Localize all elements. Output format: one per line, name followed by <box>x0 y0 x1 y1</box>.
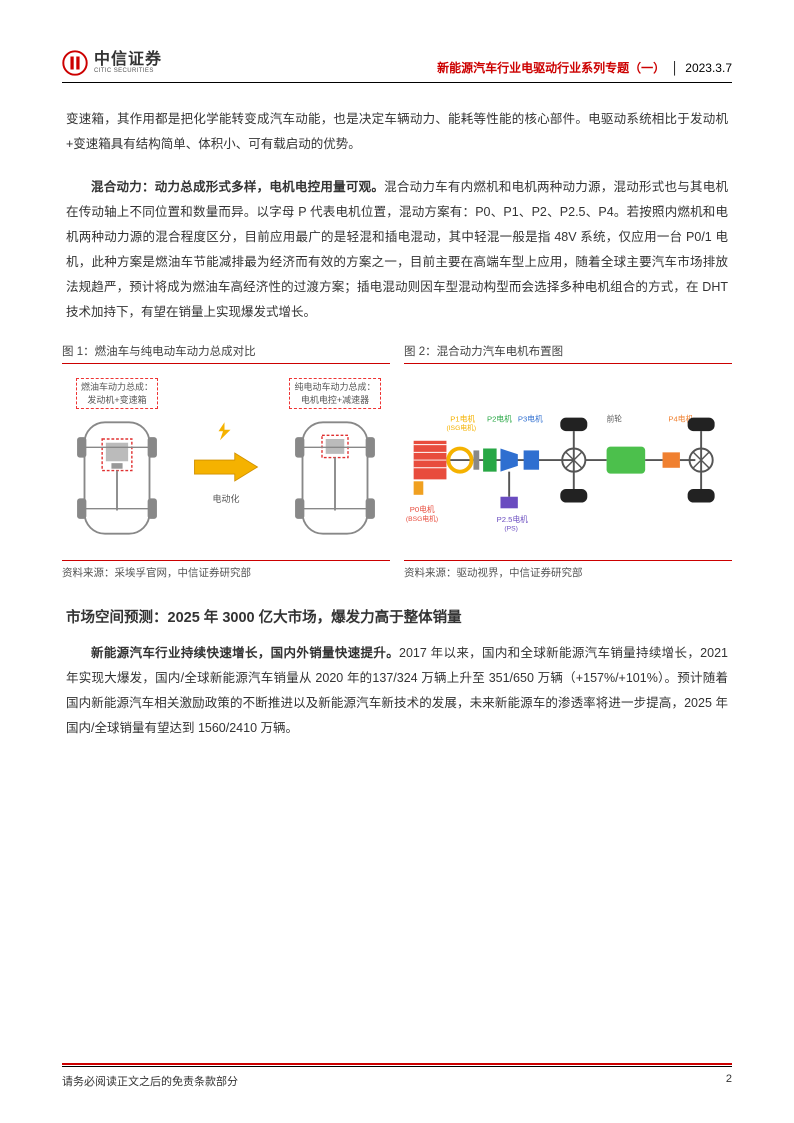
logo-text: 中信证券 CITIC SECURITIES <box>94 52 162 74</box>
label-p25b: (PS) <box>504 525 518 532</box>
label-p1b: (ISG电机) <box>446 423 476 432</box>
label-p1: P1电机 <box>450 413 475 423</box>
page-number: 2 <box>726 1073 732 1089</box>
label-p0: P0电机 <box>410 504 435 514</box>
logo-en: CITIC SECURITIES <box>94 68 162 74</box>
figures-row: 图 1：燃油车与纯电动车动力总成对比 燃油车动力总成： 发动机+变速箱 <box>62 343 732 580</box>
car-icon-right <box>285 413 385 543</box>
figure-1: 图 1：燃油车与纯电动车动力总成对比 燃油车动力总成： 发动机+变速箱 <box>62 343 390 580</box>
para-3: 新能源汽车行业持续快速增长，国内外销量快速提升。2017 年以来，国内和全球新能… <box>62 641 732 741</box>
page-footer: 请务必阅读正文之后的免责条款部分 2 <box>62 1066 732 1089</box>
figure-1-title: 图 1：燃油车与纯电动车动力总成对比 <box>62 343 390 364</box>
clutch-1 <box>473 450 479 469</box>
wheel-fr <box>560 489 587 503</box>
header-sep: │ <box>671 61 679 75</box>
figure-2-title: 图 2：混合动力汽车电机布置图 <box>404 343 732 364</box>
wheel-rr <box>688 489 715 503</box>
para-3-lead: 新能源汽车行业持续快速增长，国内外销量快速提升。 <box>91 646 399 660</box>
p25-motor <box>500 497 517 509</box>
para-2: 混合动力：动力总成形式多样，电机电控用量可观。混合动力车有内燃机和电机两种动力源… <box>62 175 732 325</box>
header-date: 2023.3.7 <box>685 61 732 75</box>
fig1-right-label-2: 电机电控+减速器 <box>301 395 369 405</box>
fig1-left-label-1: 燃油车动力总成： <box>81 382 153 392</box>
p3-gear <box>500 448 517 471</box>
footer-text: 请务必阅读正文之后的免责条款部分 <box>62 1073 238 1089</box>
wheel-rl <box>688 418 715 432</box>
logo-block: 中信证券 CITIC SECURITIES <box>62 50 162 76</box>
wheel-fl <box>560 418 587 432</box>
figure-2-source: 资料来源：驱动视界，中信证券研究部 <box>404 560 732 580</box>
figure-2: 图 2：混合动力汽车电机布置图 P1电机 (ISG电机) P2电机 P3电机 前… <box>404 343 732 580</box>
arrow-icon <box>191 447 261 487</box>
para-1: 变速箱，其作用都是把化学能转变成汽车动能，也是决定车辆动力、能耗等性能的核心部件… <box>62 107 732 157</box>
figure-2-body: P1电机 (ISG电机) P2电机 P3电机 前轮 P4电机 <box>404 372 732 552</box>
p2-motor <box>483 448 497 471</box>
label-p0b: (BSG电机) <box>406 514 438 523</box>
fig1-right-label: 纯电动车动力总成： 电机电控+减速器 <box>289 378 380 409</box>
fig1-left-car: 燃油车动力总成： 发动机+变速箱 <box>62 378 172 546</box>
fig1-arrow-label: 电动化 <box>186 492 266 505</box>
logo-cn: 中信证券 <box>94 52 162 68</box>
figure-1-source: 资料来源：采埃孚官网，中信证券研究部 <box>62 560 390 580</box>
logo-icon <box>62 50 88 76</box>
label-p2: P2电机 <box>487 413 512 423</box>
hybrid-layout-diagram: P1电机 (ISG电机) P2电机 P3电机 前轮 P4电机 <box>404 372 732 552</box>
label-p25: P2.5电机 <box>497 514 529 524</box>
p4-motor <box>663 452 680 467</box>
car-icon-left <box>67 413 167 543</box>
footer-accent <box>62 1063 732 1065</box>
para-2-lead: 混合动力：动力总成形式多样，电机电控用量可观。 <box>91 180 384 194</box>
fig1-left-label: 燃油车动力总成： 发动机+变速箱 <box>76 378 158 409</box>
header-right: 新能源汽车行业电驱动行业系列专题（一） │ 2023.3.7 <box>437 59 732 76</box>
label-front-wheel: 前轮 <box>607 413 623 423</box>
header-title: 新能源汽车行业电驱动行业系列专题（一） <box>437 61 665 75</box>
label-p3: P3电机 <box>518 413 543 423</box>
fig1-right-label-1: 纯电动车动力总成： <box>294 382 375 392</box>
figure-1-body: 燃油车动力总成： 发动机+变速箱 <box>62 372 390 552</box>
fig1-right-car: 纯电动车动力总成： 电机电控+减速器 <box>280 378 390 546</box>
engine-side <box>414 481 424 495</box>
para-2-rest: 混合动力车有内燃机和电机两种动力源，混动形式也与其电机在传动轴上不同位置和数量而… <box>66 180 728 319</box>
battery-box <box>607 447 646 474</box>
fig1-left-label-2: 发动机+变速箱 <box>87 395 146 405</box>
section-heading-2: 市场空间预测：2025 年 3000 亿大市场，爆发力高于整体销量 <box>66 606 732 627</box>
fig1-arrow: 电动化 <box>186 420 266 505</box>
p3-motor <box>524 450 539 469</box>
bolt-icon <box>211 420 241 444</box>
page-header: 中信证券 CITIC SECURITIES 新能源汽车行业电驱动行业系列专题（一… <box>62 50 732 83</box>
